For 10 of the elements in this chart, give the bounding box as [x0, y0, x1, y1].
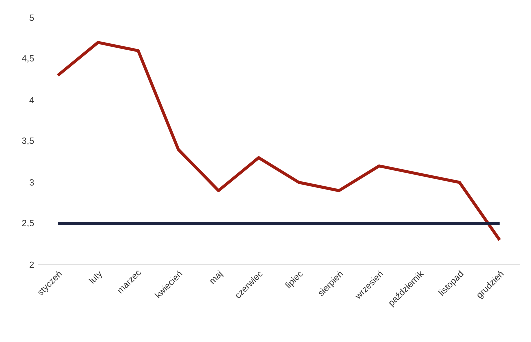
y-tick-label: 3,5	[22, 138, 34, 146]
x-tick-label: luty	[88, 271, 102, 284]
x-tick-label: maj	[210, 270, 224, 284]
y-tick-label: 3	[30, 179, 34, 186]
y-tick-label: 4	[30, 97, 34, 104]
y-tick-label: 2	[30, 262, 34, 268]
y-tick-label: 2,5	[22, 220, 34, 228]
y-tick-label: 5	[30, 14, 34, 22]
y-tick-label: 4,5	[22, 55, 34, 63]
line-series	[56, 41, 502, 242]
